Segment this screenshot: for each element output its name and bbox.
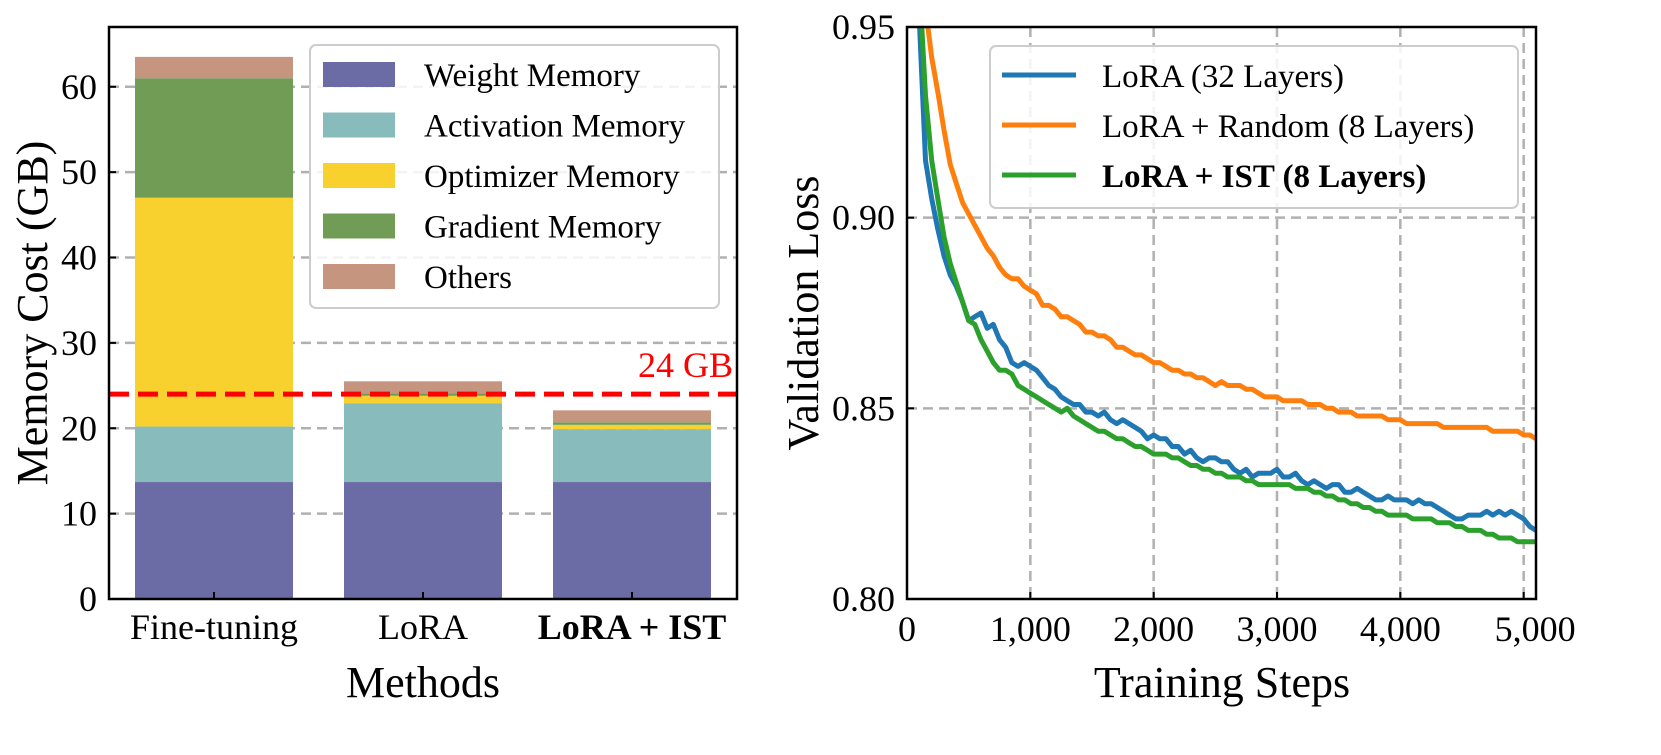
bar-legend-swatch-weight-memory	[323, 62, 395, 87]
bar-legend-label-gradient-memory: Gradient Memory	[424, 210, 662, 246]
line-y-axis-label: Validation Loss	[779, 176, 828, 451]
series-line-lora-ist-8-layers	[919, 27, 1536, 545]
bar-y-tick-label: 30	[61, 323, 97, 363]
line-y-tick-label: 0.95	[832, 7, 895, 47]
bar-segment-weight-memory	[135, 482, 293, 599]
threshold-label: 24 GB	[638, 345, 733, 385]
bar-x-ticks: Fine-tuning LoRA LoRA + IST	[130, 592, 726, 647]
series-line-lora-32-layers	[917, 27, 1536, 533]
bar-legend-label-activation-memory: Activation Memory	[424, 109, 686, 145]
bar-segment-others	[553, 410, 711, 423]
line-grid	[907, 27, 1536, 599]
bar-x-tick-label-lora-ist: LoRA + IST	[538, 607, 727, 647]
bar-y-ticks: 0 10 20 30 40 50 60	[61, 67, 116, 619]
bar-segment-weight-memory	[553, 482, 711, 599]
bar-segment-optimizer-memory	[135, 197, 293, 427]
line-y-tick-label: 0.85	[832, 388, 895, 428]
bar-y-tick-label: 60	[61, 67, 97, 107]
bar-legend-swatch-activation-memory	[323, 112, 395, 138]
bar-segment-gradient-memory	[135, 78, 293, 198]
line-x-tick-label: 0	[898, 609, 916, 649]
bar-y-tick-label: 0	[79, 579, 97, 619]
bar-y-tick-label: 40	[61, 238, 97, 278]
line-legend-label-lora-32-layers: LoRA (32 Layers)	[1102, 59, 1344, 95]
bar-x-tick-label-fine-tuning: Fine-tuning	[130, 607, 298, 647]
line-x-tick-label: 1,000	[990, 609, 1071, 649]
bar-stack-fine-tuning	[135, 56, 293, 599]
line-legend-label-lora-random-8-layers: LoRA + Random (8 Layers)	[1102, 109, 1474, 145]
validation-loss-chart: 0.80 0.85 0.90 0.95 0 1,000 2,000 3,000 4,000 5,…	[779, 7, 1576, 707]
bar-y-tick-label: 50	[61, 152, 97, 192]
line-x-tick-label: 5,000	[1495, 609, 1576, 649]
bar-legend-label-weight-memory: Weight Memory	[424, 58, 641, 94]
bar-series	[135, 56, 711, 599]
bar-legend: Weight Memory Activation Memory Optimizer …	[309, 44, 720, 309]
bar-y-tick-label: 10	[61, 494, 97, 534]
line-x-tick-label: 3,000	[1237, 609, 1318, 649]
bar-legend-label-others: Others	[424, 260, 512, 296]
bar-segment-activation-memory	[553, 429, 711, 483]
line-legend-box	[989, 45, 1519, 209]
bar-legend-box	[309, 44, 720, 309]
bar-y-tick-label: 20	[61, 408, 97, 448]
line-x-ticks: 0 1,000 2,000 3,000 4,000 5,000	[898, 592, 1576, 649]
threshold-line-group: 24 GB	[109, 345, 737, 397]
bar-stack-lora	[344, 381, 502, 599]
line-legend-label-lora-ist-8-layers: LoRA + IST (8 Layers)	[1102, 159, 1426, 195]
bar-stack-lora-ist	[553, 410, 711, 599]
bar-segment-others	[135, 56, 293, 79]
bar-segment-activation-memory	[344, 403, 502, 483]
line-series	[917, 27, 1536, 545]
bar-legend-swatch-gradient-memory	[323, 213, 395, 239]
line-axes-frame	[905, 25, 1538, 601]
bar-x-axis-label: Methods	[346, 658, 500, 707]
bar-segment-weight-memory	[344, 482, 502, 599]
line-x-axis-label: Training Steps	[1094, 658, 1350, 707]
bar-segment-gradient-memory	[553, 422, 711, 425]
bar-legend-swatch-optimizer-memory	[323, 163, 395, 188]
bar-x-tick-label-lora: LoRA	[378, 607, 468, 647]
bar-segment-optimizer-memory	[344, 395, 502, 404]
line-y-tick-label: 0.80	[832, 579, 895, 619]
bar-y-axis-label: Memory Cost (GB)	[8, 141, 57, 486]
memory-bar-chart: 24 GB 0 10 20 30 40 50 60 Fine-tuning LoRA LoRA …	[8, 25, 739, 707]
bar-legend-swatch-others	[323, 264, 395, 289]
bar-segment-activation-memory	[135, 426, 293, 483]
bar-legend-label-optimizer-memory: Optimizer Memory	[424, 159, 680, 195]
line-y-ticks: 0.80 0.85 0.90 0.95	[832, 7, 914, 619]
bar-segment-gradient-memory	[344, 393, 502, 396]
series-line-lora-random-8-layers	[925, 27, 1536, 442]
line-y-tick-label: 0.90	[832, 198, 895, 238]
bar-segment-optimizer-memory	[553, 424, 711, 430]
line-x-tick-label: 4,000	[1360, 609, 1441, 649]
bar-segment-others	[344, 381, 502, 394]
line-x-tick-label: 2,000	[1113, 609, 1194, 649]
line-legend: LoRA (32 Layers) LoRA + Random (8 Layers)…	[989, 45, 1519, 209]
